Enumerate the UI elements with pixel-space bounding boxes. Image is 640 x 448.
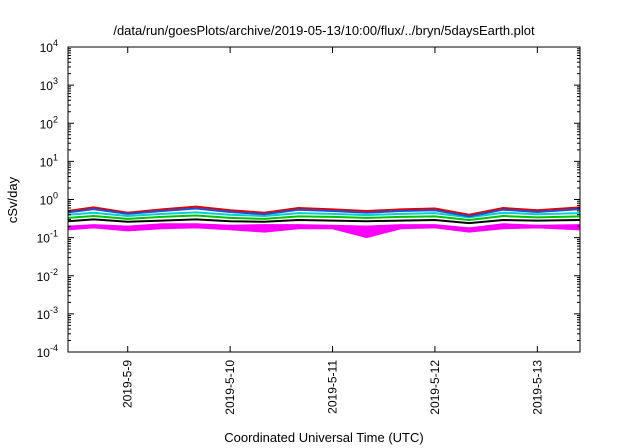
y-tick-label: 104 xyxy=(40,38,58,55)
plot-border xyxy=(67,46,581,353)
chart-title: /data/run/goesPlots/archive/2019-05-13/1… xyxy=(113,23,535,38)
y-tick-label: 101 xyxy=(40,152,58,169)
y-tick-label: 103 xyxy=(40,76,58,93)
x-tick-label: 2019-5-11 xyxy=(326,360,340,414)
series-line xyxy=(67,214,581,221)
y-tick-label: 102 xyxy=(40,114,58,131)
y-tick-label: 10-2 xyxy=(37,267,58,284)
series-band xyxy=(67,223,581,239)
y-tick-label: 10-4 xyxy=(37,343,58,360)
x-tick-label: 2019-5-13 xyxy=(530,360,544,415)
x-axis: 2019-5-9 2019-5-10 2019-5-11 2019-5-12 2019-… xyxy=(121,47,544,415)
series-line xyxy=(67,211,581,219)
y-tick-label: 10-1 xyxy=(37,229,58,246)
y-axis: 10-4 10-3 10-2 10-1 100 101 102 103 104 xyxy=(37,38,580,360)
x-tick-label: 2019-5-9 xyxy=(121,360,135,408)
x-axis-label: Coordinated Universal Time (UTC) xyxy=(224,430,423,445)
series-line xyxy=(67,218,581,225)
x-tick-label: 2019-5-10 xyxy=(223,360,237,415)
x-tick-label: 2019-5-12 xyxy=(428,360,442,415)
series-line xyxy=(67,207,581,218)
y-tick-label: 100 xyxy=(40,191,58,208)
y-axis-label: cSv/day xyxy=(5,176,20,223)
series-line xyxy=(67,205,581,216)
plot-area xyxy=(67,205,581,239)
y-tick-label: 10-3 xyxy=(37,305,58,322)
